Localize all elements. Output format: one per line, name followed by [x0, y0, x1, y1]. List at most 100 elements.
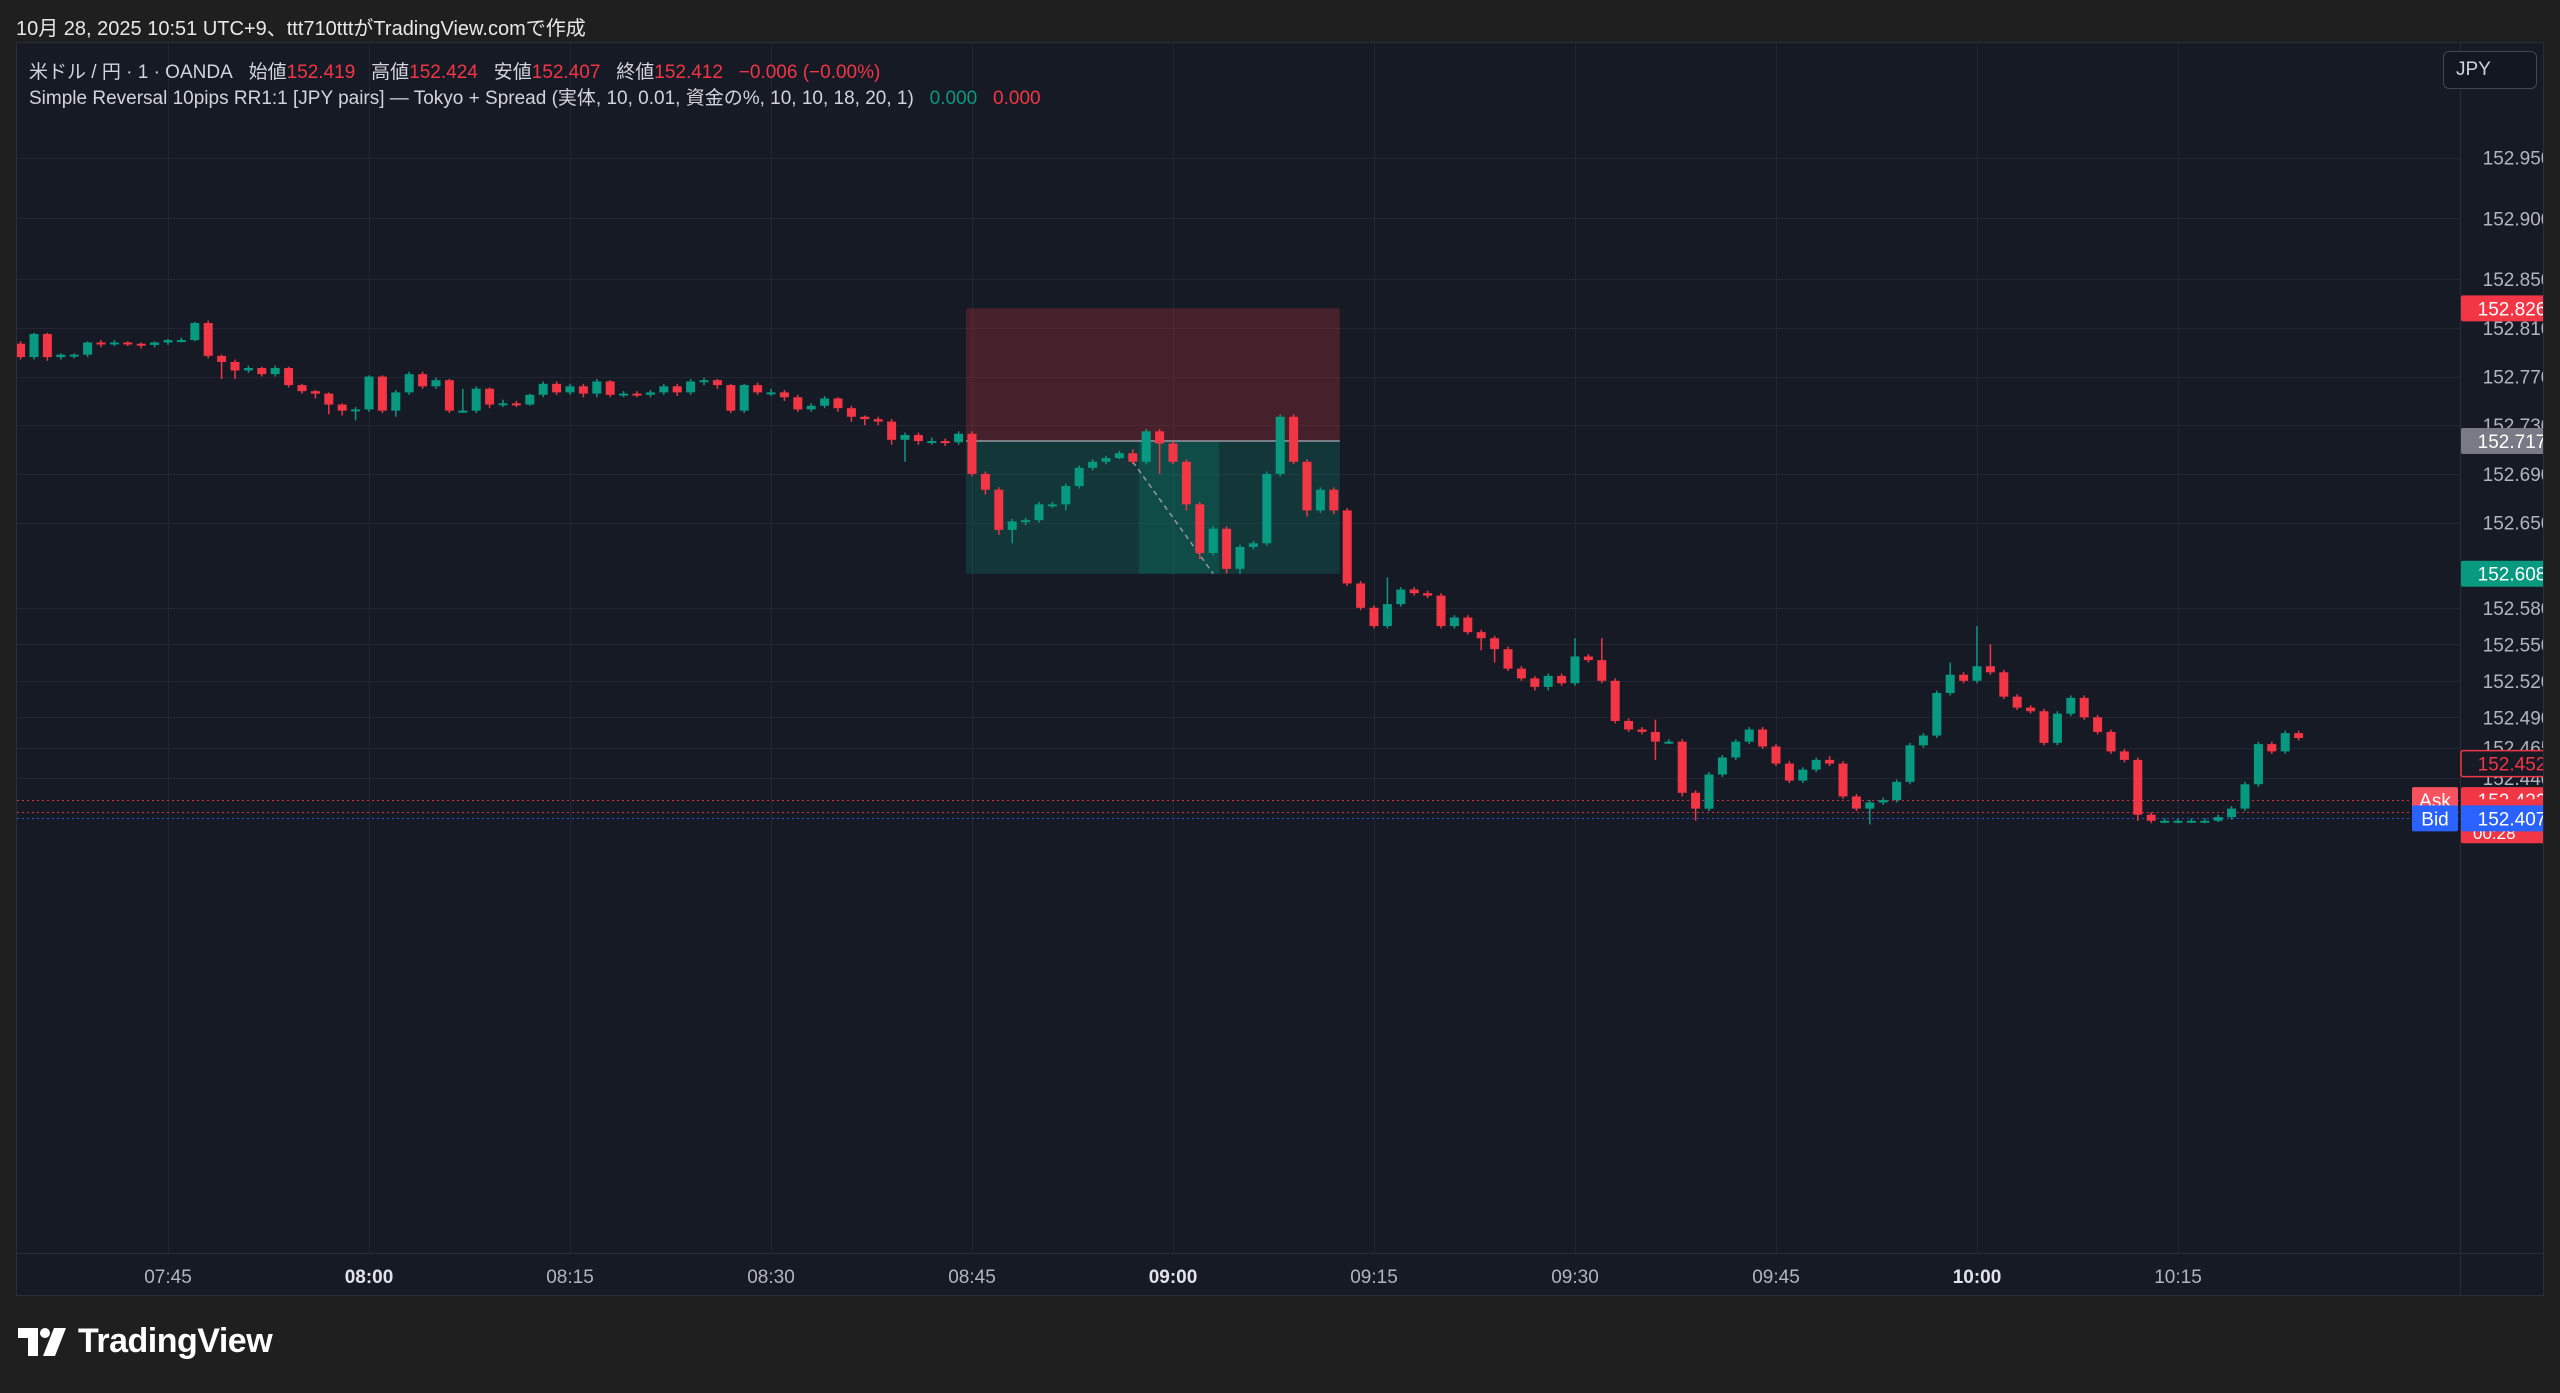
- candle-body: [605, 381, 615, 395]
- candle-body: [2253, 744, 2263, 785]
- candle-body: [1570, 656, 1580, 684]
- candle: [297, 383, 307, 394]
- currency-button[interactable]: JPY: [2443, 51, 2537, 89]
- candle-body: [176, 340, 186, 343]
- candle: [1838, 761, 1848, 799]
- candle-body: [766, 392, 776, 395]
- candle-body: [1289, 416, 1299, 462]
- candle-body: [458, 410, 468, 413]
- candle: [1248, 540, 1258, 550]
- candle-body: [2173, 820, 2183, 823]
- candle-body: [565, 386, 575, 393]
- candle-body: [619, 393, 629, 396]
- tradingview-logo[interactable]: TradingView: [18, 1322, 273, 1361]
- candle: [2267, 741, 2277, 754]
- candle-body: [1356, 583, 1366, 608]
- candle-body: [1155, 431, 1165, 444]
- price-badge: 152.452: [2460, 749, 2544, 778]
- candle: [1463, 615, 1473, 635]
- candle-body: [190, 323, 200, 341]
- symbol-legend[interactable]: 米ドル / 円 · 1 · OANDA 始値152.419 高値152.424 …: [29, 57, 880, 84]
- candle: [1329, 487, 1339, 515]
- candle: [404, 371, 414, 395]
- candle-body: [1396, 589, 1406, 605]
- candle-body: [498, 403, 508, 406]
- candle: [2119, 748, 2129, 763]
- candle: [2066, 695, 2076, 717]
- candle: [1436, 593, 1446, 629]
- candle-body: [2133, 759, 2143, 815]
- candle: [337, 403, 347, 416]
- candle-body: [485, 388, 495, 405]
- price-tick-label: 152.770: [2483, 368, 2544, 389]
- candle-body: [1905, 745, 1915, 782]
- candle-body: [927, 441, 937, 444]
- candle-body: [779, 392, 789, 398]
- candle-body: [136, 343, 146, 346]
- candle: [793, 394, 803, 412]
- candle-body: [1610, 680, 1620, 721]
- candle-body: [29, 333, 39, 358]
- candle: [565, 383, 575, 395]
- candle: [1999, 669, 2009, 700]
- candle: [726, 383, 736, 414]
- candle-body: [860, 416, 870, 420]
- chart-area[interactable]: 152.950 152.900 152.850 152.810 152.770 152.7…: [16, 42, 2544, 1296]
- candle: [203, 320, 213, 359]
- candle: [1851, 793, 1861, 812]
- candle: [1677, 739, 1687, 797]
- price-tick-label: 152.950: [2483, 149, 2544, 170]
- price-badge-bg: [2461, 295, 2543, 322]
- candle-body: [1811, 759, 1821, 770]
- candle: [1932, 690, 1942, 739]
- candle-body: [1436, 595, 1446, 627]
- candle-body: [1490, 638, 1500, 650]
- candle-body: [243, 368, 253, 371]
- candle-body: [1302, 461, 1312, 511]
- candle: [431, 377, 441, 389]
- candle-body: [2066, 697, 2076, 714]
- candle: [1972, 626, 1982, 684]
- candle-body: [1235, 546, 1245, 569]
- indicator-name[interactable]: Simple Reversal 10pips RR1:1 [JPY pairs]…: [29, 88, 914, 109]
- candle: [699, 377, 709, 386]
- candle: [1784, 761, 1794, 784]
- candle-body: [672, 386, 682, 393]
- close-value: 152.412: [654, 62, 723, 83]
- candle: [1289, 414, 1299, 465]
- candle: [1744, 727, 1754, 745]
- candle: [391, 389, 401, 417]
- candle: [1516, 666, 1526, 681]
- price-badge-value: 152.452: [2478, 755, 2544, 776]
- tradingview-logo-icon: [18, 1327, 66, 1356]
- candle-body: [1449, 617, 1459, 627]
- price-tick-label: 152.550: [2483, 635, 2544, 656]
- candle: [1892, 779, 1902, 803]
- candle: [980, 471, 990, 495]
- candle-body: [69, 354, 79, 357]
- candle-body: [511, 403, 521, 406]
- candle: [766, 388, 776, 397]
- candle: [712, 378, 722, 389]
- price-tick-label: 152.490: [2483, 708, 2544, 729]
- candle: [2026, 705, 2036, 714]
- candle-body: [1771, 746, 1781, 764]
- candle: [779, 389, 789, 401]
- candle-body: [1074, 467, 1084, 487]
- candle-body: [1034, 504, 1044, 521]
- candle: [136, 342, 146, 349]
- trade-path: [1132, 461, 1214, 575]
- candle-body: [1208, 528, 1218, 554]
- indicator-legend[interactable]: Simple Reversal 10pips RR1:1 [JPY pairs]…: [29, 83, 1041, 110]
- price-chart[interactable]: 152.950 152.900 152.850 152.810 152.770 152.7…: [17, 43, 2544, 1296]
- candle-body: [1530, 678, 1540, 687]
- candle: [645, 389, 655, 398]
- candle: [324, 392, 334, 415]
- candle-body: [364, 376, 374, 410]
- candle-body: [109, 342, 119, 345]
- symbol-name[interactable]: 米ドル / 円 · 1 · OANDA: [29, 62, 233, 83]
- candle-body: [833, 398, 843, 409]
- candle-body: [1409, 589, 1419, 594]
- candle-body: [2093, 717, 2103, 732]
- candle: [418, 371, 428, 389]
